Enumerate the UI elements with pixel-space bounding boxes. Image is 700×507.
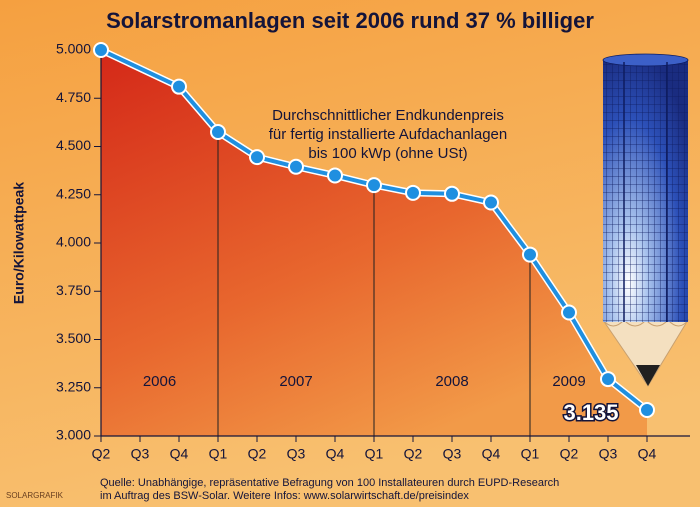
point: [639, 401, 655, 418]
y-tick-label: 3.750: [56, 282, 91, 298]
y-tick-label: 4.000: [56, 234, 91, 250]
x-tick-label: Q3: [443, 446, 462, 462]
source: Quelle: Unabhängige, repräsentative Befr…: [100, 477, 559, 489]
year-label: 2009: [552, 373, 585, 390]
x-tick-label: Q4: [638, 446, 657, 462]
x-tick-label: Q3: [599, 446, 618, 462]
point: [600, 371, 616, 388]
y-tick-label: 5.000: [56, 41, 91, 57]
pencil: [602, 53, 689, 387]
chart-title: Solarstromanlagen seit 2006 rund 37 % bi…: [106, 8, 594, 33]
y-tick-label: 3.500: [56, 330, 91, 346]
value-label: 3.135: [563, 400, 618, 425]
y-tick-label: 4.750: [56, 89, 91, 105]
y-tick-label: 4.500: [56, 137, 91, 153]
source: im Auftrag des BSW-Solar. Weitere Infos:…: [100, 490, 469, 502]
x-tick-label: Q3: [287, 446, 306, 462]
x-tick-label: Q2: [92, 446, 111, 462]
point: [444, 185, 460, 202]
point: [366, 177, 382, 194]
point: [483, 194, 499, 211]
year-label: 2008: [435, 373, 468, 390]
annotation: bis 100 kWp (ohne USt): [308, 145, 467, 162]
point: [561, 304, 577, 321]
y-tick-label: 3.000: [56, 427, 91, 443]
x-tick-label: Q1: [521, 446, 540, 462]
x-tick-label: Q2: [404, 446, 423, 462]
point: [171, 78, 187, 95]
x-tick-label: Q4: [170, 446, 189, 462]
x-tick-label: Q1: [209, 446, 228, 462]
y-tick-label: 4.250: [56, 185, 91, 201]
point: [405, 184, 421, 201]
x-tick-label: Q4: [326, 446, 345, 462]
x-tick-label: Q4: [482, 446, 501, 462]
plot: 2006 2007 2008 2009 3.000 3.250 3.500 3.750 4.00…: [56, 41, 690, 462]
year-label: 2007: [279, 373, 312, 390]
x-tick-label: Q3: [131, 446, 150, 462]
point: [249, 149, 265, 166]
annotation: für fertig installierte Aufdachanlagen: [269, 126, 507, 143]
point: [522, 246, 538, 263]
credit: SOLARGRAFIK: [6, 491, 64, 500]
point: [288, 158, 304, 175]
year-label: 2006: [143, 373, 176, 390]
x-tick-label: Q1: [365, 446, 384, 462]
point: [93, 42, 109, 58]
y-axis-label: Euro/Kilowattpeak: [11, 182, 27, 304]
x-tick-label: Q2: [560, 446, 579, 462]
x-tick-label: Q2: [248, 446, 267, 462]
point: [210, 124, 226, 141]
annotation: Durchschnittlicher Endkundenpreis: [272, 107, 504, 124]
point: [327, 167, 343, 184]
y-tick-label: 3.250: [56, 378, 91, 394]
